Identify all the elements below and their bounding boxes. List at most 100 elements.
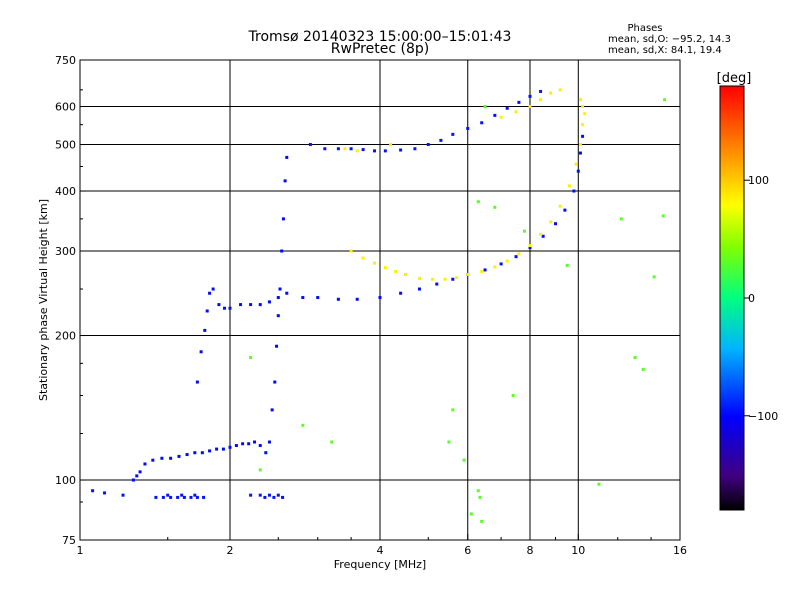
data-point (514, 255, 518, 259)
data-point (661, 214, 665, 218)
data-point (228, 306, 232, 310)
data-point (249, 355, 253, 359)
x-tick-label: 4 (377, 544, 384, 557)
data-point (581, 123, 585, 127)
data-point (511, 394, 515, 398)
data-point (517, 100, 521, 104)
data-point (143, 462, 147, 466)
data-point (281, 217, 285, 221)
data-point (258, 444, 262, 448)
data-point (451, 132, 455, 136)
x-tick-label: 2 (227, 544, 234, 557)
data-point (205, 309, 209, 313)
data-point (597, 482, 601, 486)
data-point (241, 442, 245, 446)
data-point (652, 275, 656, 279)
data-point (203, 328, 207, 332)
data-point (267, 440, 271, 444)
data-point (523, 229, 527, 233)
data-point (160, 456, 164, 460)
data-point (417, 287, 421, 291)
chart-subtitle: RwPretec (8p) (331, 41, 429, 57)
data-point (378, 296, 382, 300)
data-point (185, 453, 189, 457)
data-point (258, 468, 262, 472)
data-point (285, 291, 289, 295)
x-tick-label: 8 (527, 544, 534, 557)
data-point (483, 105, 487, 109)
data-point (217, 303, 221, 307)
data-point (553, 222, 557, 226)
data-point (361, 148, 365, 152)
data-point (249, 493, 253, 497)
data-point (469, 512, 473, 516)
data-point (567, 184, 571, 188)
data-point (549, 220, 553, 224)
grid (80, 60, 680, 540)
data-point (431, 277, 435, 281)
data-point (267, 300, 271, 304)
data-point (383, 149, 387, 153)
x-axis-ticks: 1 2 4 6 8 10 16 (77, 534, 687, 557)
data-point (280, 249, 284, 253)
colorbar-tick-label: 100 (748, 174, 769, 187)
data-point (399, 291, 403, 295)
data-point (528, 246, 532, 250)
data-point (480, 269, 484, 273)
data-point (263, 495, 267, 499)
data-point (349, 147, 353, 151)
data-point (435, 282, 439, 286)
data-point (493, 205, 497, 209)
data-point (499, 262, 503, 266)
data-point (373, 149, 377, 153)
data-point (258, 303, 262, 307)
chart-title: Tromsø 20140323 15:00:00–15:01:43 (248, 29, 512, 45)
y-tick-label: 750 (55, 54, 76, 67)
data-point (373, 261, 377, 265)
data-point (558, 88, 562, 92)
data-point (619, 217, 623, 221)
data-point (451, 277, 455, 281)
data-point (466, 126, 470, 130)
y-tick-label: 400 (55, 185, 76, 198)
data-point (399, 148, 403, 152)
x-tick-label: 6 (464, 544, 471, 557)
data-point (480, 519, 484, 523)
data-point (426, 143, 430, 147)
data-point (455, 276, 459, 280)
data-point (383, 266, 387, 270)
data-point (247, 442, 251, 446)
y-tick-label: 300 (55, 245, 76, 258)
data-point (663, 98, 667, 102)
data-point (330, 440, 334, 444)
data-point (249, 303, 253, 307)
data-point (195, 495, 199, 499)
data-point (633, 355, 637, 359)
data-point (258, 493, 262, 497)
data-point (285, 155, 289, 159)
data-point (576, 169, 580, 173)
colorbar-tick-label: −100 (748, 410, 778, 423)
data-point (253, 440, 257, 444)
data-point (272, 495, 276, 499)
y-tick-label: 100 (55, 474, 76, 487)
data-point (276, 493, 280, 497)
y-tick-label: 500 (55, 139, 76, 152)
data-point (581, 134, 585, 138)
data-point (336, 297, 340, 301)
data-point (462, 458, 466, 462)
phase-stats-o: mean, sd,O: −95.2, 14.3 (608, 34, 731, 45)
data-point (413, 147, 417, 151)
data-point (264, 451, 268, 455)
data-point (221, 447, 225, 451)
data-point (539, 98, 543, 102)
data-point (189, 495, 193, 499)
data-point (583, 112, 587, 116)
data-point (578, 151, 582, 155)
data-point (193, 493, 197, 497)
data-point (121, 493, 125, 497)
colorbar (719, 85, 745, 511)
data-point (275, 344, 279, 348)
data-point (476, 489, 480, 493)
data-point (505, 106, 509, 110)
